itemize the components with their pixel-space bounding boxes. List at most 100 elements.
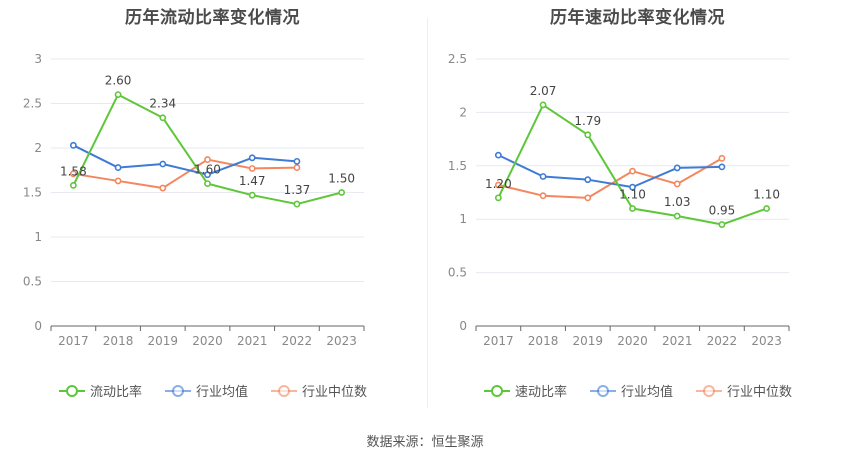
legend: 速动比率 行业均值 行业中位数 xyxy=(425,381,850,400)
data-point[interactable] xyxy=(673,180,681,188)
legend-circle xyxy=(65,384,78,397)
data-point[interactable] xyxy=(69,170,77,178)
y-tick-label: 0 xyxy=(459,319,467,333)
data-point[interactable] xyxy=(629,183,636,191)
data-point[interactable] xyxy=(159,160,167,168)
data-point[interactable] xyxy=(584,131,592,139)
x-tick-label: 2019 xyxy=(573,334,604,348)
data-label: 1.60 xyxy=(194,163,221,177)
data-point[interactable] xyxy=(629,205,636,212)
data-point[interactable] xyxy=(204,156,211,163)
x-tick-label: 2021 xyxy=(237,334,268,348)
data-point[interactable] xyxy=(338,189,346,196)
data-point[interactable] xyxy=(114,164,122,171)
data-point[interactable] xyxy=(159,184,167,192)
quick-ratio-plot: 0 0.5 1 1.5 2 2.5 2017 2018 2019 2020 2021 2022 2023… xyxy=(448,52,790,348)
data-point[interactable] xyxy=(293,157,301,165)
data-point[interactable] xyxy=(69,141,77,149)
data-point[interactable] xyxy=(718,221,726,228)
legend-item-series-0[interactable]: 速动比率 xyxy=(483,381,567,400)
legend-line-circle-icon xyxy=(164,384,191,397)
legend-circle xyxy=(703,384,715,397)
legend-circle xyxy=(596,384,609,397)
data-label: 2.34 xyxy=(149,97,176,111)
legend-line-circle-icon xyxy=(58,384,85,397)
series-line xyxy=(498,157,723,199)
x-tick-label: 2022 xyxy=(282,334,313,348)
data-label: 1.20 xyxy=(485,177,512,191)
legend-item-series-1[interactable]: 行业均值 xyxy=(164,381,248,400)
legend-label: 行业中位数 xyxy=(727,385,793,400)
series-line xyxy=(72,144,298,176)
data-point[interactable] xyxy=(114,177,122,185)
data-label: 1.37 xyxy=(284,183,311,197)
data-label: 0.95 xyxy=(709,204,736,218)
data-point[interactable] xyxy=(114,91,122,98)
y-tick-label: 1 xyxy=(459,212,467,226)
data-point[interactable] xyxy=(673,164,681,172)
data-point[interactable] xyxy=(539,173,547,180)
y-tick-label: 2.5 xyxy=(23,97,42,111)
data-point[interactable] xyxy=(159,114,167,122)
legend-item-series-2[interactable]: 行业中位数 xyxy=(695,381,792,400)
y-tick-label: 2.5 xyxy=(448,52,467,66)
legend-label: 行业均值 xyxy=(195,385,248,400)
quick-ratio-chart-panel: 历年速动比率变化情况 0 0.5 1 1.5 2 2.5 2017 2018 2019 2020 2… xyxy=(425,0,850,420)
x-tick-label: 2023 xyxy=(751,334,782,348)
data-point[interactable] xyxy=(69,181,77,189)
data-point[interactable] xyxy=(629,167,636,175)
x-tick-label: 2017 xyxy=(483,334,514,348)
data-label: 1.50 xyxy=(328,172,355,186)
y-tick-label: 1 xyxy=(34,230,42,244)
legend-item-series-0[interactable]: 流动比率 xyxy=(58,381,142,400)
panel-divider xyxy=(427,18,428,408)
data-source-note: 数据来源：恒生聚源 xyxy=(366,435,484,450)
y-tick-label: 2 xyxy=(34,141,42,155)
data-point[interactable] xyxy=(584,194,592,202)
data-point[interactable] xyxy=(673,212,681,220)
x-tick-label: 2021 xyxy=(662,334,693,348)
data-point[interactable] xyxy=(718,154,726,162)
y-tick-label: 0.5 xyxy=(448,266,467,280)
data-point[interactable] xyxy=(293,164,301,171)
legend-label: 行业中位数 xyxy=(302,385,368,400)
current-ratio-plot: 0 0.5 1 1.5 2 2.5 3 2017 2018 2019 2020 2021 2022 202… xyxy=(23,52,365,348)
data-point[interactable] xyxy=(763,205,771,212)
legend-label: 流动比率 xyxy=(89,385,142,400)
data-point[interactable] xyxy=(204,180,211,187)
data-label: 2.60 xyxy=(105,74,132,88)
legend-item-series-2[interactable]: 行业中位数 xyxy=(270,381,367,400)
data-point[interactable] xyxy=(539,192,547,200)
data-point[interactable] xyxy=(248,165,256,172)
data-point[interactable] xyxy=(248,154,256,162)
legend-circle xyxy=(171,384,184,397)
data-point[interactable] xyxy=(494,194,502,202)
x-tick-label: 2020 xyxy=(192,334,223,348)
data-label: 1.03 xyxy=(664,195,691,209)
data-point[interactable] xyxy=(584,176,592,184)
legend-label: 行业均值 xyxy=(620,385,673,400)
legend-label: 速动比率 xyxy=(514,385,567,400)
legend-circle xyxy=(490,384,503,397)
data-label: 1.47 xyxy=(239,174,266,188)
series-line xyxy=(73,158,297,190)
y-tick-label: 0.5 xyxy=(23,275,42,289)
data-point[interactable] xyxy=(539,101,547,109)
legend-line-circle-icon xyxy=(271,384,297,397)
legend: 流动比率 行业均值 行业中位数 xyxy=(0,381,425,400)
x-tick-label: 2022 xyxy=(707,334,738,348)
x-tick-label: 2020 xyxy=(617,334,648,348)
data-point[interactable] xyxy=(293,200,301,208)
legend-item-series-1[interactable]: 行业均值 xyxy=(589,381,673,400)
current-ratio-chart-panel: 历年流动比率变化情况 0 0.5 1 1.5 2 2.5 3 2017 2018 2019 2020… xyxy=(0,0,425,420)
data-label: 1.79 xyxy=(574,114,601,128)
legend-circle xyxy=(278,384,290,397)
data-point[interactable] xyxy=(248,191,256,199)
data-point[interactable] xyxy=(494,181,502,189)
series-line xyxy=(497,154,722,189)
data-point[interactable] xyxy=(204,171,211,179)
data-label: 1.58 xyxy=(60,164,87,178)
data-point[interactable] xyxy=(718,163,726,171)
x-tick-label: 2018 xyxy=(103,334,134,348)
data-point[interactable] xyxy=(494,151,502,159)
